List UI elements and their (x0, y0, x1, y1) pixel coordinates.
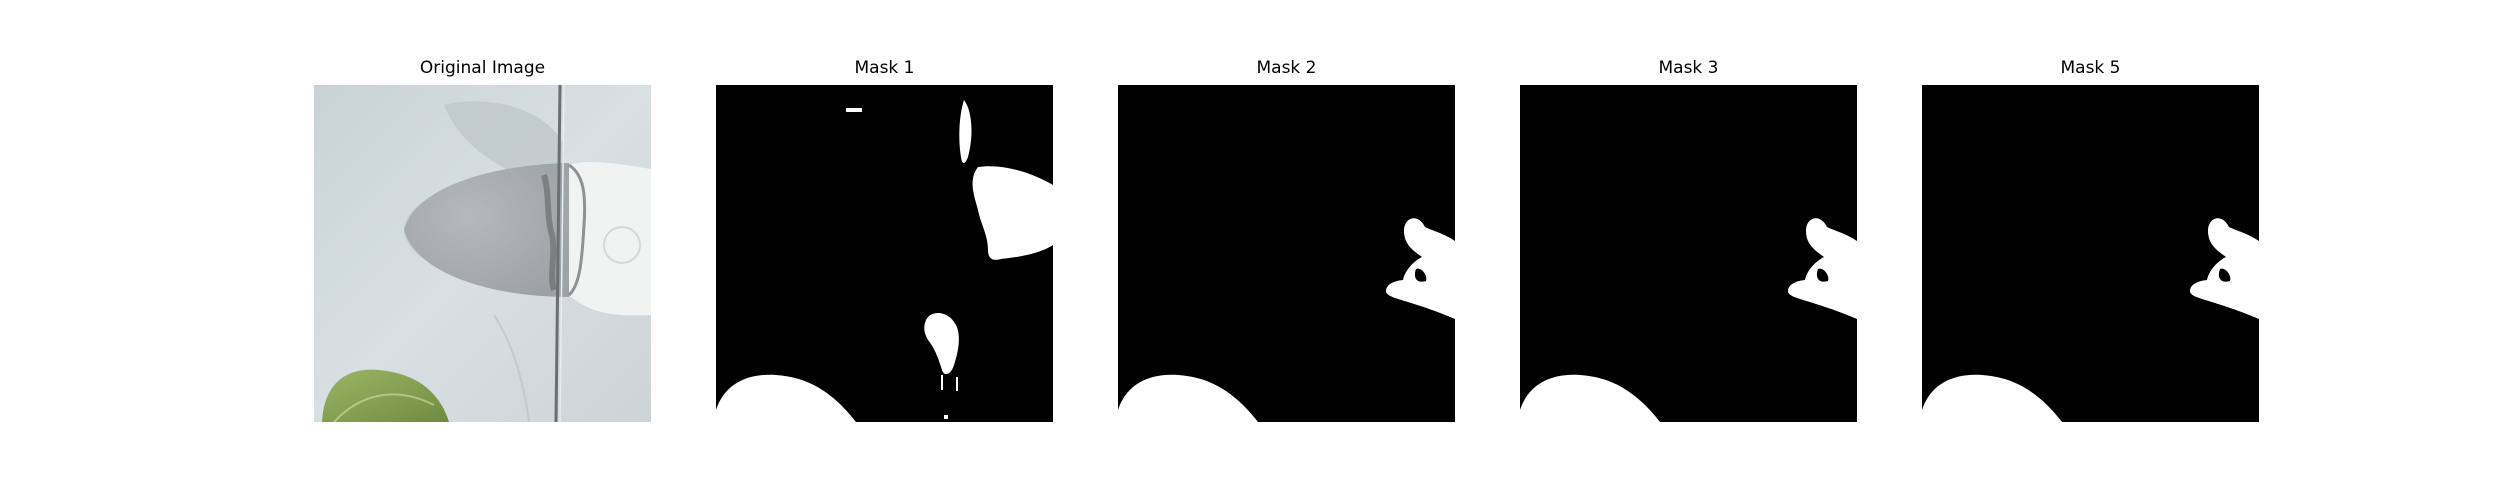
logo-emboss (603, 226, 641, 264)
panel-mask-1: Mask 1 (716, 56, 1053, 436)
handle-cap (569, 162, 651, 316)
mask-blob (924, 313, 959, 375)
handle-edge (567, 163, 587, 297)
panel-mask-5: Mask 5 (1922, 56, 2259, 436)
mask-background (1520, 85, 1857, 422)
mask-blob (1922, 374, 2062, 422)
mask-background (1922, 85, 2259, 422)
panel-title: Mask 2 (1256, 58, 1317, 78)
mask-3-image (1520, 85, 1857, 422)
panel-title: Mask 1 (854, 58, 915, 78)
leaf-vein (333, 393, 435, 422)
mask-1-image (716, 85, 1053, 422)
mask-blob (959, 100, 972, 163)
mask-2-image (1118, 85, 1455, 422)
mask-blob (944, 415, 948, 419)
mask-blob (941, 375, 943, 390)
mask-blob (1788, 218, 1857, 319)
panel-title: Mask 5 (2060, 58, 2121, 78)
handle-recess (404, 163, 569, 297)
mask-blob (1520, 374, 1660, 422)
panel-mask-3: Mask 3 (1520, 56, 1857, 436)
original-photo (314, 85, 651, 422)
mask-blob (846, 108, 862, 112)
mask-blob (956, 377, 958, 391)
leaf (322, 369, 449, 422)
panel-original-image: Original Image (314, 56, 651, 436)
surface-scuff (493, 314, 530, 422)
mask-blob (716, 374, 856, 422)
mask-5-image (1922, 85, 2259, 422)
door-seam-highlight (559, 85, 565, 422)
mask-blob (2190, 218, 2259, 319)
mask-blob (1118, 374, 1258, 422)
mask-blob (1386, 218, 1455, 319)
panel-title: Original Image (419, 58, 546, 78)
door-seam (554, 85, 562, 422)
panel-title: Mask 3 (1658, 58, 1719, 78)
dirt-streak (541, 174, 557, 291)
panel-mask-2: Mask 2 (1118, 56, 1455, 436)
mask-background (1118, 85, 1455, 422)
mask-blob (972, 166, 1053, 260)
